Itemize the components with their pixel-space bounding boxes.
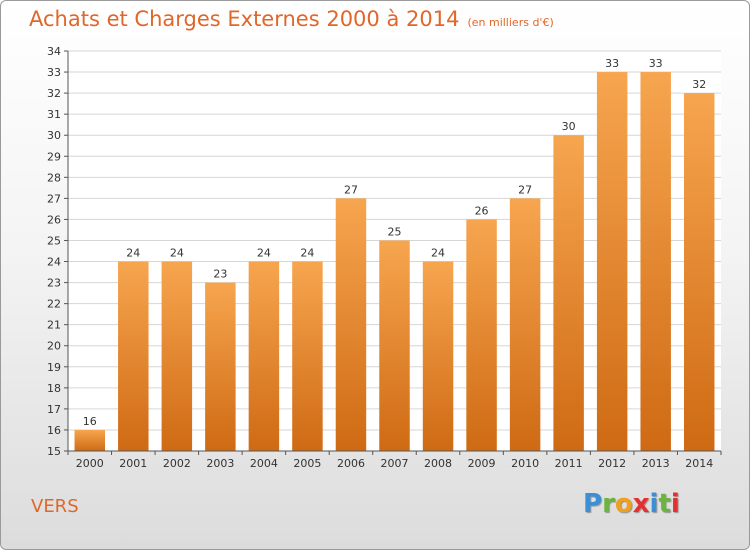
x-tick-label: 2004 [250,457,278,470]
y-tick-label: 30 [47,129,61,142]
y-tick-label: 21 [47,319,61,332]
bar-value-label: 27 [518,183,532,196]
y-tick-label: 16 [47,424,61,437]
x-tick-label: 2010 [511,457,539,470]
bar-value-label: 24 [431,247,445,260]
y-axis: 15 16 17 18 19 20 21 22 23 24 25 26 27 28 29 30 31 32 33 34 [47,45,69,458]
x-tick-label: 2007 [381,457,409,470]
y-tick-label: 34 [47,45,61,58]
bar-value-label: 24 [170,247,184,260]
x-tick-label: 2002 [163,457,191,470]
logo-letter: P [583,489,603,519]
y-tick-label: 33 [47,66,61,79]
bar-value-label: 24 [300,247,314,260]
y-tick-label: 25 [47,234,61,247]
bar-2001 [118,261,149,451]
bar-2000 [74,429,106,451]
bar-value-label: 33 [605,57,619,70]
logo-letter: o [614,489,633,519]
y-tick-label: 23 [47,277,61,290]
y-tick-label: 27 [47,192,61,205]
logo-letter: x [632,489,650,519]
x-tick-label: 2013 [642,457,670,470]
x-axis: 2000 2001 2002 2003 2004 2005 2006 2007 2008 2009… [67,450,722,470]
bars: 16 24 24 23 24 24 27 25 24 26 27 30 33 33 32 [74,57,715,452]
bar-value-label: 30 [562,120,576,133]
bar-value-label: 27 [344,183,358,196]
y-tick-label: 28 [47,171,61,184]
x-tick-label: 2014 [685,457,713,470]
bar-value-label: 24 [257,247,271,260]
x-tick-label: 2011 [555,457,583,470]
bar-value-label: 24 [126,247,140,260]
y-tick-label: 29 [47,150,61,163]
chart-unit: (en milliers d'€) [467,16,554,29]
x-tick-label: 2005 [293,457,321,470]
logo-letter: i [649,489,659,519]
logo-letter: r [602,489,615,519]
bar-2002 [161,261,193,451]
y-tick-label: 24 [47,256,61,269]
y-tick-label: 26 [47,213,61,226]
bar-value-label: 25 [388,225,402,238]
bar-value-label: 26 [475,204,489,217]
x-tick-label: 2008 [424,457,452,470]
bar-2005 [292,261,323,451]
bar-2004 [248,261,280,451]
x-tick-label: 2006 [337,457,365,470]
y-tick-label: 20 [47,340,61,353]
y-tick-label: 32 [47,87,61,100]
bar-2011 [553,135,584,452]
bar-2014 [683,93,715,452]
y-tick-label: 31 [47,108,61,121]
chart-title: Achats et Charges Externes 2000 à 2014 (e… [29,7,554,31]
logo-letter: t [658,489,671,519]
bar-value-label: 32 [692,78,706,91]
bar-2010 [509,198,541,451]
bar-2008 [422,261,454,451]
y-tick-label: 19 [47,361,61,374]
logo-letter: i [670,489,680,519]
bar-value-label: 33 [649,57,663,70]
bar-2013 [640,72,671,451]
y-tick-label: 18 [47,382,61,395]
bar-2006 [335,198,367,451]
bar-2003 [205,282,236,451]
x-tick-label: 2001 [119,457,147,470]
x-tick-label: 2012 [598,457,626,470]
bar-value-label: 23 [213,268,227,281]
proxiti-logo: Proxiti [583,489,680,519]
bar-value-label: 16 [83,415,97,428]
bar-2012 [596,72,628,451]
y-tick-label: 15 [47,445,61,458]
y-tick-label: 17 [47,403,61,416]
x-tick-label: 2000 [76,457,104,470]
bar-2009 [466,219,497,451]
x-tick-label: 2009 [468,457,496,470]
commune-name: VERS [31,496,79,517]
x-tick-label: 2003 [206,457,234,470]
y-tick-label: 22 [47,298,61,311]
chart-title-text: Achats et Charges Externes 2000 à 2014 [29,7,460,31]
bar-2007 [379,240,410,451]
